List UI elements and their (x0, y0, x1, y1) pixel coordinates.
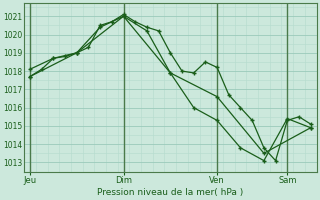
X-axis label: Pression niveau de la mer( hPa ): Pression niveau de la mer( hPa ) (97, 188, 244, 197)
